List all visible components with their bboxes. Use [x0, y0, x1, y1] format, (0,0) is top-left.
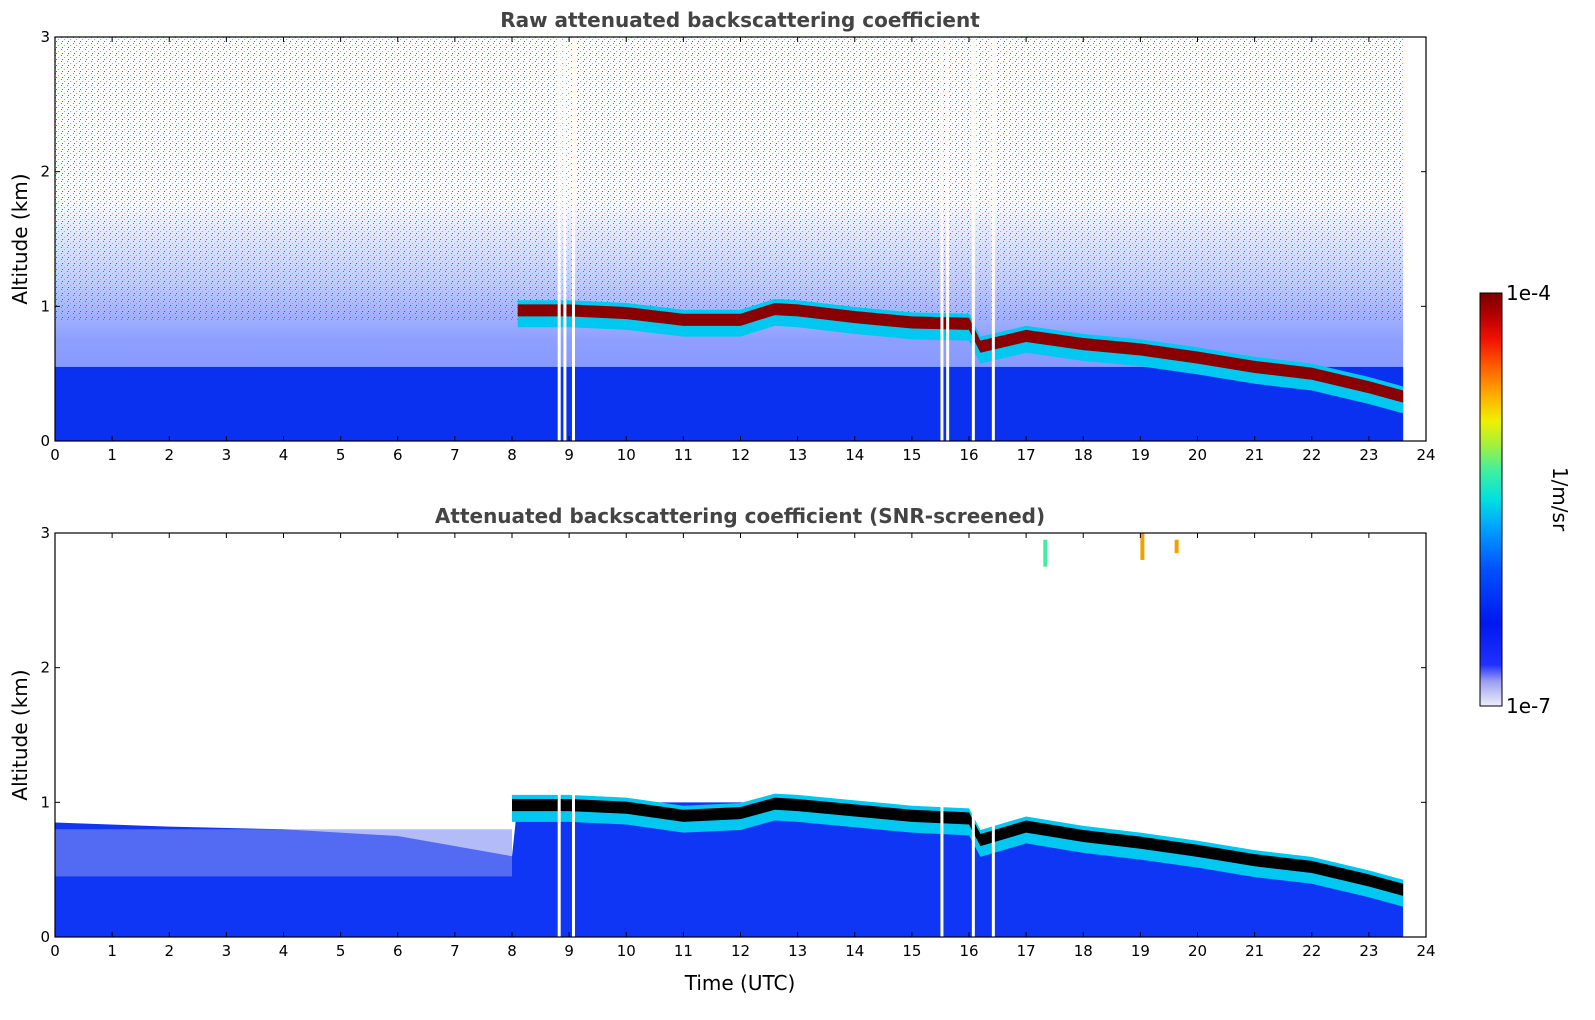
- x-tick-label: 24: [1416, 446, 1435, 464]
- data-gap: [940, 37, 944, 441]
- screened-x-ticks: 0 1 2 3 4 5 6 7 8 9 10 11 12 13 14 15 16 17 18 19 20 21 22 23 24: [50, 533, 1436, 960]
- y-tick-label: 0: [40, 432, 50, 450]
- raw-backscatter-panel: Raw attenuated backscattering coefficien…: [8, 8, 1436, 464]
- x-tick-label: 2: [164, 942, 174, 960]
- high-echo-mark: [1140, 533, 1145, 560]
- x-tick-label: 11: [674, 942, 693, 960]
- x-tick-label: 23: [1359, 446, 1378, 464]
- screened-aerosol-layer: [55, 829, 512, 877]
- x-tick-label: 13: [788, 446, 807, 464]
- x-tick-label: 17: [1017, 942, 1036, 960]
- x-tick-label: 22: [1302, 446, 1321, 464]
- x-axis-label: Time (UTC): [684, 971, 796, 995]
- x-tick-label: 14: [845, 446, 864, 464]
- data-gap: [557, 533, 561, 937]
- x-tick-label: 24: [1416, 942, 1435, 960]
- x-tick-label: 5: [336, 942, 346, 960]
- x-tick-label: 15: [902, 446, 921, 464]
- data-gap: [571, 533, 575, 937]
- x-tick-label: 21: [1245, 942, 1264, 960]
- colorbar: 1e-4 1e-7 1/m/sr: [1479, 281, 1572, 718]
- x-tick-label: 19: [1131, 942, 1150, 960]
- raw-panel-title: Raw attenuated backscattering coefficien…: [500, 8, 980, 32]
- colorbar-unit-label: 1/m/sr: [1548, 467, 1572, 532]
- raw-boundary-layer: [55, 366, 1404, 441]
- x-tick-label: 13: [788, 942, 807, 960]
- x-tick-label: 9: [564, 446, 574, 464]
- high-echo-mark: [1174, 539, 1179, 554]
- x-tick-label: 1: [107, 446, 117, 464]
- y-tick-label: 3: [40, 28, 50, 46]
- x-tick-label: 3: [222, 942, 232, 960]
- x-tick-label: 12: [731, 942, 750, 960]
- screened-y-axis-label: Altitude (km): [8, 669, 32, 800]
- y-tick-label: 2: [40, 659, 50, 677]
- x-tick-label: 3: [222, 446, 232, 464]
- data-gap: [940, 533, 944, 937]
- x-tick-label: 14: [845, 942, 864, 960]
- x-tick-label: 23: [1359, 942, 1378, 960]
- x-tick-label: 17: [1017, 446, 1036, 464]
- x-tick-label: 5: [336, 446, 346, 464]
- screened-plot-area: [55, 533, 1404, 937]
- x-tick-label: 8: [507, 942, 517, 960]
- x-tick-label: 20: [1188, 942, 1207, 960]
- x-tick-label: 16: [959, 446, 978, 464]
- x-tick-label: 0: [50, 446, 60, 464]
- x-tick-label: 7: [450, 446, 460, 464]
- data-gap: [991, 37, 995, 441]
- data-gap: [571, 37, 575, 441]
- cloud-halo: [517, 298, 1404, 414]
- x-tick-label: 18: [1074, 446, 1093, 464]
- colorbar-gradient: [1479, 292, 1503, 707]
- x-tick-label: 10: [617, 446, 636, 464]
- data-gap: [991, 533, 995, 937]
- y-tick-label: 1: [40, 793, 50, 811]
- data-gap: [557, 37, 561, 441]
- x-tick-label: 6: [393, 942, 403, 960]
- x-tick-label: 4: [279, 942, 289, 960]
- data-gap: [971, 533, 975, 937]
- y-tick-label: 2: [40, 163, 50, 181]
- x-tick-label: 21: [1245, 446, 1264, 464]
- screened-y-ticks: 0 1 2 3: [40, 524, 1426, 946]
- x-tick-label: 10: [617, 942, 636, 960]
- cloud-layer: [517, 302, 1404, 403]
- x-tick-label: 16: [959, 942, 978, 960]
- x-tick-label: 20: [1188, 446, 1207, 464]
- x-tick-label: 0: [50, 942, 60, 960]
- raw-y-ticks: 0 1 2 3: [40, 28, 1426, 450]
- colorbar-max-label: 1e-4: [1506, 281, 1551, 305]
- data-gap: [971, 37, 975, 441]
- x-tick-label: 12: [731, 446, 750, 464]
- x-tick-label: 1: [107, 942, 117, 960]
- screened-backscatter-panel: Attenuated backscattering coefficient (S…: [8, 504, 1436, 995]
- x-tick-label: 6: [393, 446, 403, 464]
- x-tick-label: 22: [1302, 942, 1321, 960]
- x-tick-label: 4: [279, 446, 289, 464]
- x-tick-label: 2: [164, 446, 174, 464]
- screened-panel-title: Attenuated backscattering coefficient (S…: [435, 504, 1045, 528]
- y-tick-label: 1: [40, 297, 50, 315]
- x-tick-label: 9: [564, 942, 574, 960]
- raw-x-ticks: 0 1 2 3 4 5 6 7 8 9 10 11 12 13 14 15 16 17 18 19 20 21 22 23 24: [50, 37, 1436, 464]
- raw-y-axis-label: Altitude (km): [8, 173, 32, 304]
- x-tick-label: 19: [1131, 446, 1150, 464]
- x-tick-label: 18: [1074, 942, 1093, 960]
- cloud-halo: [512, 793, 1404, 907]
- x-tick-label: 7: [450, 942, 460, 960]
- data-gap: [946, 37, 950, 441]
- x-tick-label: 8: [507, 446, 517, 464]
- raw-noise-speckle: [55, 37, 1404, 320]
- high-echo-mark: [1043, 539, 1048, 567]
- data-gap: [563, 37, 567, 441]
- x-tick-label: 15: [902, 942, 921, 960]
- raw-plot-area: [55, 37, 1404, 441]
- colorbar-min-label: 1e-7: [1506, 694, 1551, 718]
- y-tick-label: 3: [40, 524, 50, 542]
- x-tick-label: 11: [674, 446, 693, 464]
- y-tick-label: 0: [40, 928, 50, 946]
- cloud-layer: [512, 797, 1404, 896]
